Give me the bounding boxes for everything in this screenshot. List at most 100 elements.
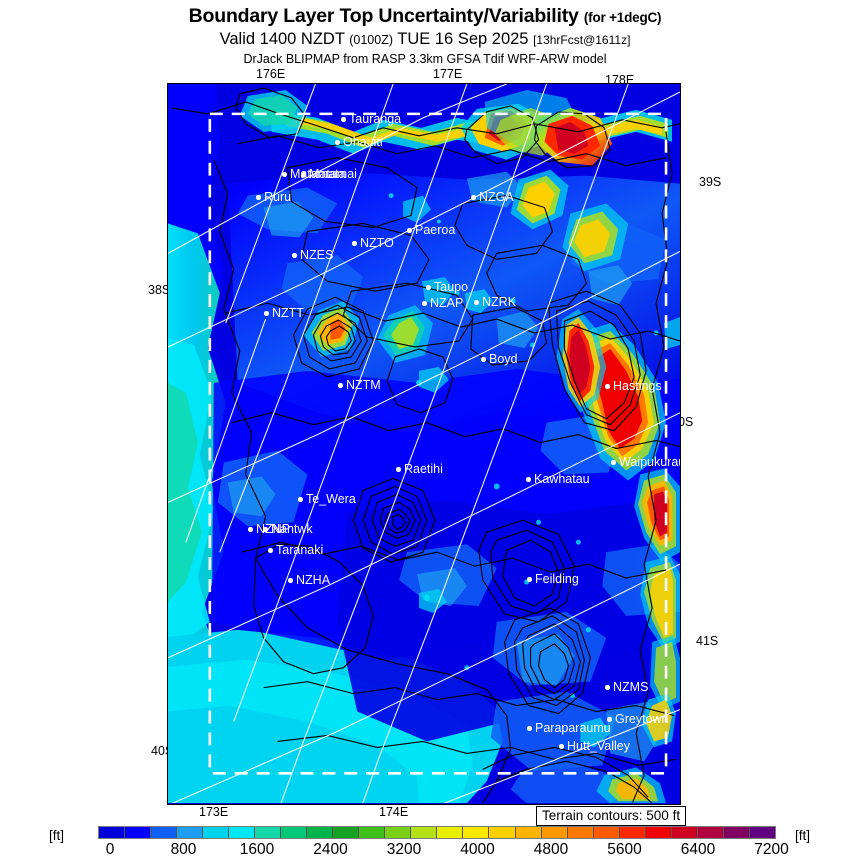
place-label: NZTO [352,237,394,250]
place-label: Ruru [256,191,291,204]
colorbar-swatch [749,827,775,838]
colorbar-tick: 1600 [239,841,275,858]
place-label: Matamai [301,168,357,181]
place-marker-dot [263,527,268,532]
colorbar-swatch [333,827,360,838]
colorbar-legend: [ft] [ft] 0 800 1600 2400 3200 4000 4800 5600 64… [0,824,850,860]
place-marker-dot [474,300,479,305]
place-label: Matamata [282,168,346,181]
place-label: NZAP [422,297,463,310]
place-label: Kawhatau [526,473,590,486]
place-label-text: NZES [300,248,334,262]
place-marker-dot [288,578,293,583]
place-marker-dot [527,726,532,731]
place-marker-dot [335,140,340,145]
place-label-text: Matamata [290,167,346,181]
colorbar-swatch [229,827,256,838]
lon-label-176E: 176E [256,67,286,81]
colorbar-swatch [177,827,204,838]
colorbar-swatch [619,827,646,838]
place-label: Paraparaumu [527,722,611,735]
colorbar-swatch [645,827,672,838]
colorbar-tick: 3200 [386,841,422,858]
colorbar-unit-right: [ft] [795,828,811,843]
colorbar-swatch [541,827,568,838]
colorbar-swatch [255,827,282,838]
place-label: Raetihi [396,463,443,476]
place-label: Feilding [527,573,579,586]
colorbar-swatch [151,827,178,838]
place-label-text: Kawhatau [534,472,590,486]
valid-time-line: Valid 1400 NZDT (0100Z) TUE 16 Sep 2025 … [0,30,850,49]
colorbar-swatch [281,827,308,838]
place-label: Hastings [605,380,662,393]
place-label: Ohauiti [335,136,383,149]
colorbar-swatch [593,827,620,838]
place-marker-dot [396,467,401,472]
colorbar-tick: 2400 [313,841,348,858]
place-label: NZHA [288,574,330,587]
valid-local-time: Valid 1400 NZDT [219,30,345,48]
place-marker-dot [292,253,297,258]
colorbar-swatch [723,827,750,838]
colorbar-swatch [567,827,594,838]
place-marker-dot [526,477,531,482]
colorbar-tick: 800 [170,841,197,858]
colorbar-tick: 4000 [460,841,495,858]
colorbar-swatch [515,827,542,838]
place-label-text: NZTT [272,306,304,320]
place-label: Nantwk [263,523,313,536]
place-label-text: Taranaki [276,543,324,557]
place-marker-dot [471,195,476,200]
colorbar-swatch [437,827,464,838]
colorbar-tick: 0 [105,841,115,858]
place-marker-dot [248,527,253,532]
place-label-text: NZMS [613,680,649,694]
place-label: Taranaki [268,544,323,557]
lon-label-174E: 174E [379,805,409,819]
place-label-text: Paraparaumu [535,721,611,735]
place-label-text: NZTO [360,236,394,250]
page-title: Boundary Layer Top Uncertainty/Variabili… [0,5,850,28]
lon-label-173E: 173E [199,805,229,819]
place-label-text: Waipukurau [619,455,681,469]
colorbar-swatch [203,827,230,838]
place-label: NZTT [264,307,304,320]
colorbar-swatches[interactable] [98,826,776,839]
valid-zulu-time: (0100Z) [349,33,393,47]
place-marker-dot [605,685,610,690]
colorbar-swatch [463,827,490,838]
colorbar-swatch [697,827,724,838]
place-marker-dot [282,172,287,177]
place-label: NZRK [474,296,516,309]
place-marker-dot [338,383,343,388]
colorbar-tick: 5600 [607,841,642,858]
place-marker-dot [605,384,610,389]
place-marker-dot [298,497,303,502]
place-label-text: NZRK [482,295,517,309]
place-marker-dot [611,460,616,465]
colorbar-swatch [359,827,386,838]
place-marker-dot [352,241,357,246]
place-label: NZNP [248,523,290,536]
place-label: NZTM [338,379,381,392]
colorbar-tick: 6400 [680,841,716,858]
place-marker-dot [559,744,564,749]
place-label-text: Hastings [613,379,662,393]
forecast-tag: [13hrFcst@1611z] [533,33,631,47]
place-label-text: NZNP [256,522,291,536]
place-label-text: NZAP [430,296,464,310]
place-label-text: NZHA [296,573,331,587]
forecast-map[interactable]: Tauranga Ohauiti Matamata Matamai Ruru NZGA Pa… [167,83,681,805]
place-label-text: Raetihi [404,462,443,476]
place-marker-dot [264,311,269,316]
place-marker-dot [607,717,612,722]
place-label-text: Taupo [434,280,469,294]
colorbar-unit-left: [ft] [49,828,65,843]
place-label-text: NZGA [479,190,514,204]
place-label: NZMS [605,681,648,694]
place-label-text: Matamai [309,167,357,181]
place-label: Waipukurau [611,455,681,469]
colorbar-swatch [411,827,438,838]
place-marker-dot [527,577,532,582]
